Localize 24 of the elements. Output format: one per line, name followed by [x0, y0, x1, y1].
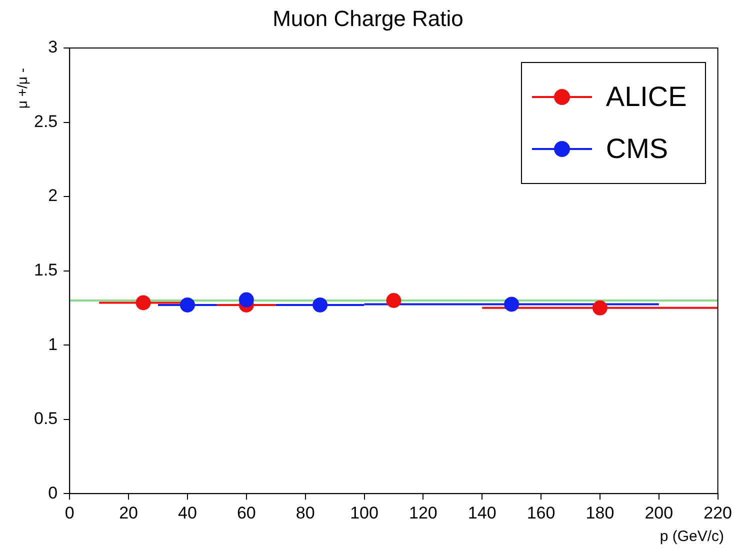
y-axis-title: μ +/μ - — [14, 68, 30, 109]
x-tick-label: 140 — [468, 503, 496, 522]
chart-title: Muon Charge Ratio — [272, 6, 464, 32]
x-tick-label: 200 — [644, 503, 674, 522]
x-tick-label: 160 — [526, 503, 556, 522]
legend-label: CMS — [606, 133, 668, 165]
x-tick-label: 20 — [119, 503, 138, 522]
x-tick-label: 40 — [178, 503, 197, 522]
y-tick-label: 1.5 — [34, 260, 58, 280]
x-tick-label: 220 — [704, 503, 732, 522]
x-axis-title: p (GeV/c) — [660, 528, 724, 545]
y-tick-label: 0 — [48, 483, 58, 502]
y-tick-label: 3 — [48, 38, 58, 57]
x-tick-label: 60 — [236, 503, 256, 522]
x-tick-label: 120 — [409, 503, 438, 522]
legend-label: ALICE — [606, 81, 687, 113]
y-tick-label: 1 — [48, 334, 58, 354]
x-tick-label: 0 — [64, 503, 74, 522]
y-tick-label: 0.5 — [34, 409, 58, 428]
y-tick-label: 2 — [48, 186, 58, 206]
y-tick-label: 2.5 — [34, 112, 58, 131]
x-tick-label: 180 — [586, 503, 614, 522]
x-tick-label: 80 — [296, 503, 315, 522]
x-tick-label: 100 — [350, 503, 378, 522]
